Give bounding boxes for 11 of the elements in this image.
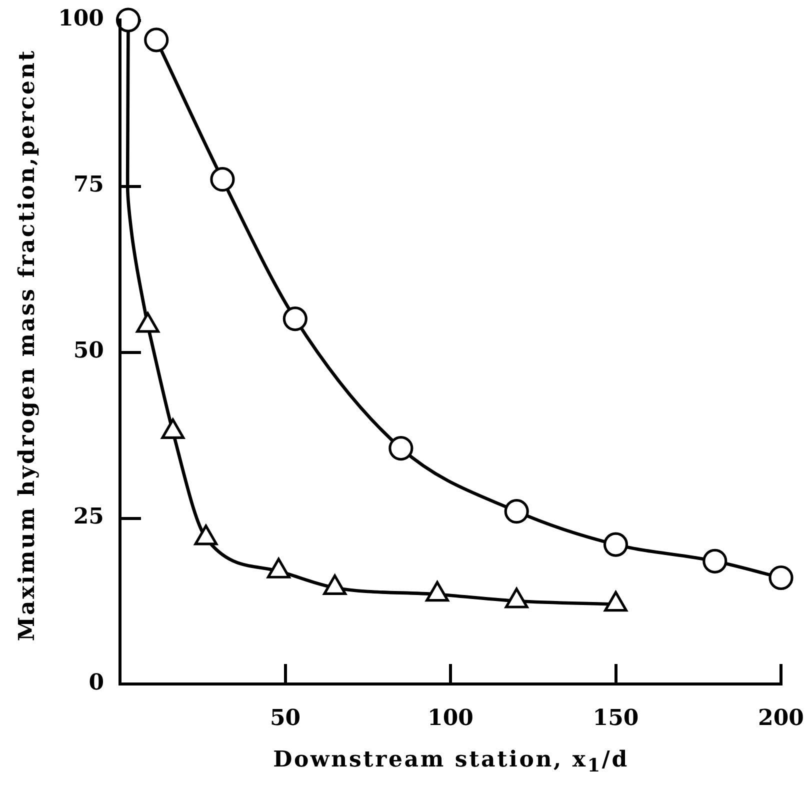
x-tick-label: 150 xyxy=(592,704,639,731)
x-tick-label: 100 xyxy=(428,704,474,731)
y-tick-label: 75 xyxy=(73,172,104,198)
x-tick-label: 50 xyxy=(270,704,301,731)
y-tick-label: 50 xyxy=(73,338,104,364)
x-tick-label: 200 xyxy=(758,704,804,731)
y-tick-label: 0 xyxy=(88,670,104,696)
y-axis-title: Maximum hydrogen mass fraction,percent xyxy=(14,48,40,642)
y-tick-label: 100 xyxy=(58,6,104,32)
y-tick-label: 25 xyxy=(73,504,104,530)
x-axis-title: Downstream station, x$_{1}$/d xyxy=(273,746,629,778)
